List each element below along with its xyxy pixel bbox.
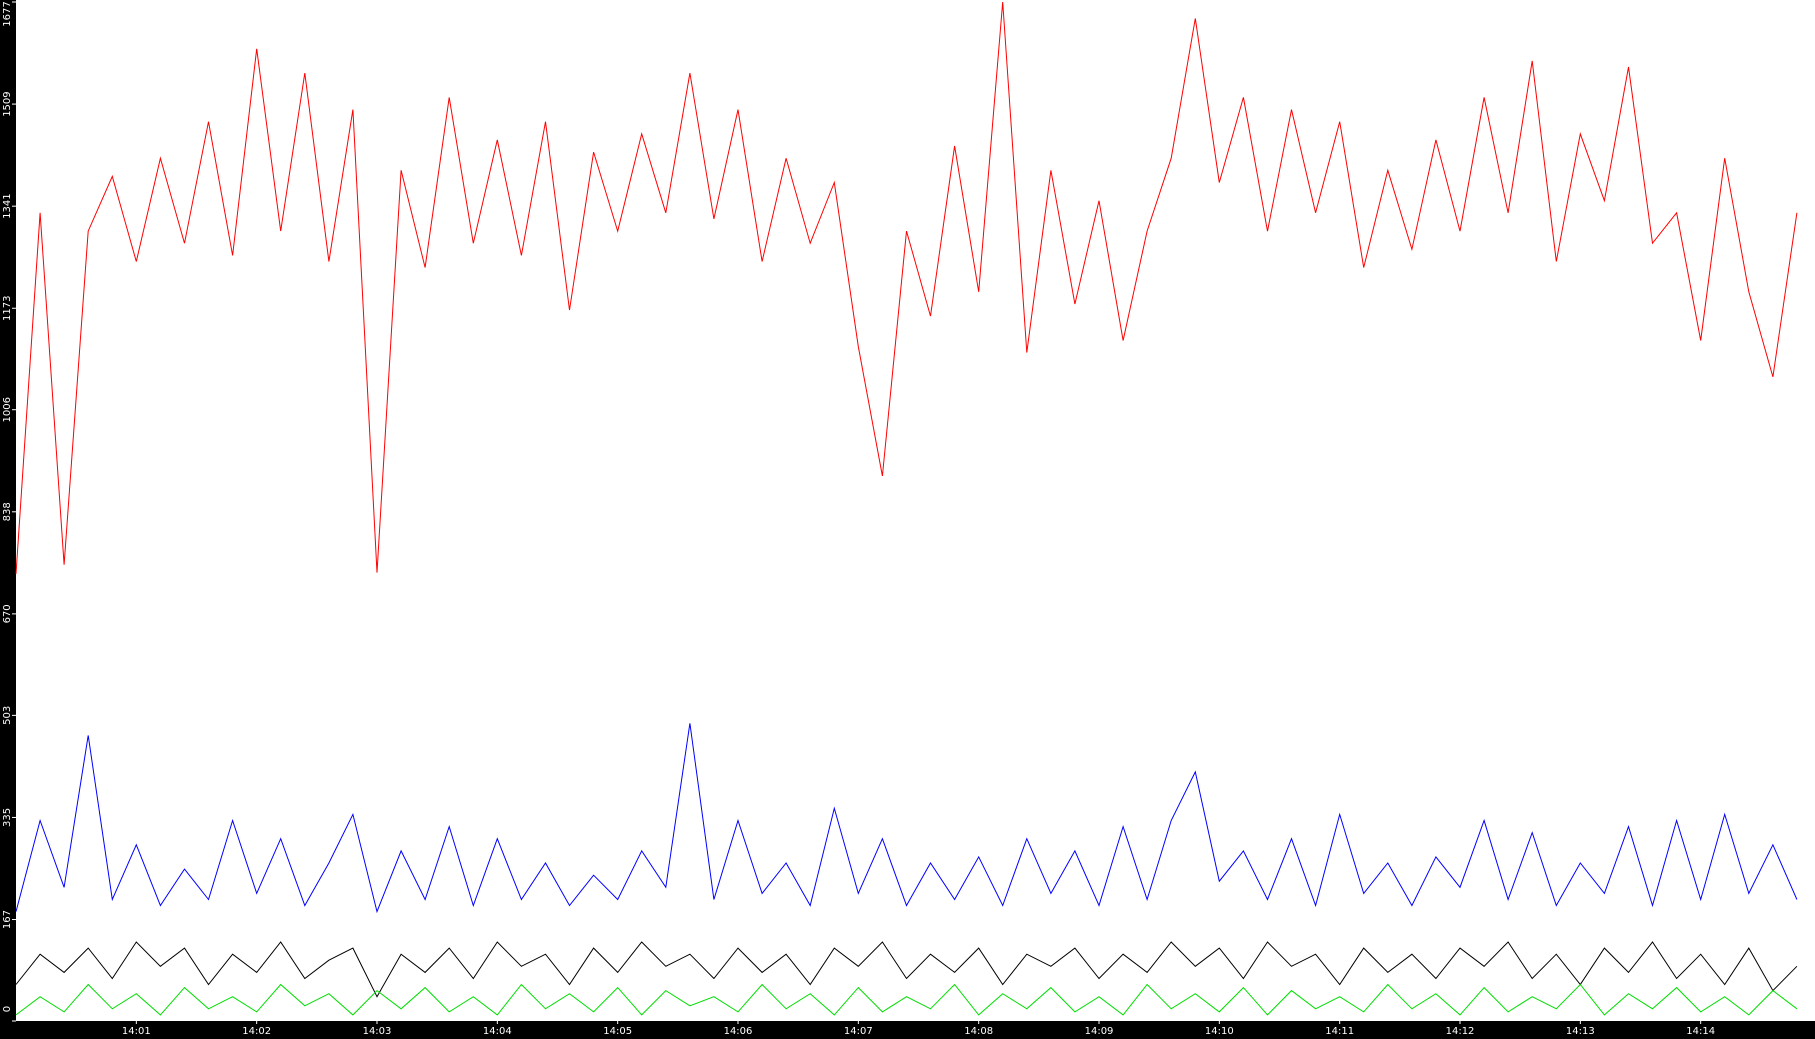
y-tick-label: 1006 xyxy=(2,397,13,422)
y-tick-label: 1173 xyxy=(2,296,13,321)
x-tick-label: 14:03 xyxy=(363,1026,392,1037)
series-line xyxy=(15,1,1798,574)
x-tick-label: 14:14 xyxy=(1686,1026,1715,1037)
y-tick-label: 167 xyxy=(2,910,13,929)
x-tick-label: 14:02 xyxy=(242,1026,271,1037)
y-tick-label: 1341 xyxy=(2,193,13,218)
x-tick-label: 14:01 xyxy=(122,1026,151,1037)
x-tick-label: 14:10 xyxy=(1205,1026,1234,1037)
x-tick-label: 14:12 xyxy=(1446,1026,1475,1037)
y-axis-strip xyxy=(0,0,16,1039)
x-tick-label: 14:08 xyxy=(964,1026,993,1037)
y-tick-label: 335 xyxy=(2,808,13,827)
series-line xyxy=(15,983,1798,1016)
y-tick-label: 1509 xyxy=(2,91,13,116)
series-line xyxy=(15,941,1798,998)
x-tick-label: 14:07 xyxy=(844,1026,873,1037)
y-tick-label: 503 xyxy=(2,706,13,725)
x-tick-label: 14:04 xyxy=(483,1026,512,1037)
x-tick-label: 14:09 xyxy=(1085,1026,1114,1037)
y-tick-label: 0 xyxy=(2,1006,13,1012)
y-tick-label: 1677 xyxy=(2,1,13,26)
y-tick-label: 838 xyxy=(2,502,13,521)
x-tick-label: 14:06 xyxy=(724,1026,753,1037)
x-tick-label: 14:13 xyxy=(1566,1026,1595,1037)
y-tick-label: 670 xyxy=(2,604,13,623)
x-axis-strip xyxy=(0,1021,1815,1039)
x-tick-label: 14:11 xyxy=(1325,1026,1354,1037)
x-tick-label: 14:05 xyxy=(603,1026,632,1037)
series-line xyxy=(15,723,1798,914)
